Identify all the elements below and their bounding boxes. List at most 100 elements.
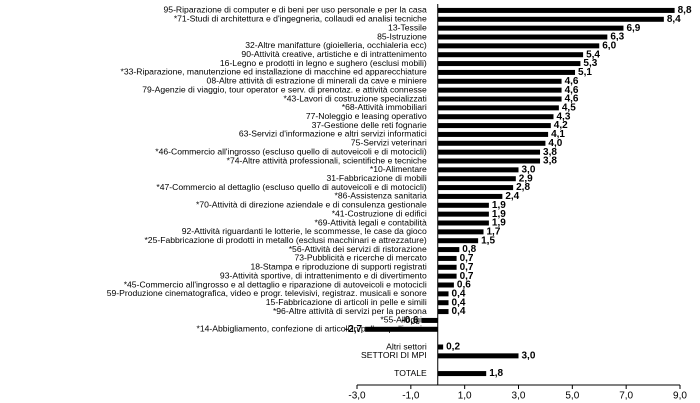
- bar: [437, 69, 576, 75]
- category-label: 90-Attività creative, artistiche e di in…: [241, 49, 427, 59]
- value-label: 5,4: [586, 49, 600, 60]
- value-label: 1,7: [487, 226, 501, 237]
- category-label: *46-Commercio all'ingrosso (escluso quel…: [155, 146, 427, 156]
- value-label: 4,5: [562, 102, 576, 113]
- x-tick-label: 7,0: [619, 391, 633, 402]
- value-label: 0,4: [452, 288, 466, 299]
- bar: [437, 114, 554, 120]
- category-label: *41-Costruzione di edifici: [332, 208, 427, 218]
- bar: [437, 158, 541, 164]
- category-label: *71-Studi di architettura e d'ingegneria…: [174, 14, 427, 24]
- category-label: SETTORI DI MPI: [361, 350, 427, 360]
- x-tick-label: -1,0: [402, 391, 420, 402]
- x-tick-label: 3,0: [512, 391, 526, 402]
- bar: [437, 96, 562, 102]
- value-label: 0,4: [452, 306, 466, 317]
- bar: [437, 300, 449, 306]
- bar: [437, 229, 484, 235]
- value-label: 0,4: [452, 297, 466, 308]
- category-label: 63-Servizi d'informazione e altri serviz…: [239, 129, 427, 139]
- value-label: 2,8: [516, 182, 530, 193]
- bar: [437, 131, 549, 137]
- bar: [437, 140, 546, 146]
- value-label: 2,4: [505, 191, 519, 202]
- category-label: 16-Legno e prodotti in legno e sughero (…: [220, 58, 427, 68]
- x-tick-label: -3,0: [348, 391, 366, 402]
- category-label: *55-Alloggio: [380, 315, 427, 325]
- category-label: *96-Altre attività di servizi per la per…: [273, 306, 427, 316]
- value-label: 4,0: [548, 138, 562, 149]
- value-label: 4,6: [565, 85, 579, 96]
- bar: [437, 16, 664, 22]
- bar: [437, 105, 559, 111]
- category-label: Altri settori: [386, 341, 427, 351]
- category-label: 73-Pubblicità e ricerche di mercato: [294, 253, 427, 263]
- bar: [437, 371, 487, 377]
- bar: [437, 25, 624, 31]
- value-label: 0,6: [457, 280, 471, 291]
- x-tick-label: 1,0: [458, 391, 472, 402]
- bar: [437, 185, 514, 191]
- value-label: 0,7: [460, 262, 474, 273]
- bar: [437, 176, 516, 182]
- bar: [437, 149, 541, 155]
- category-label: 85-Istruzione: [377, 31, 427, 41]
- category-label: *74-Altre attività professionali, scient…: [227, 155, 427, 165]
- value-label: 1,9: [492, 218, 506, 229]
- bar: [437, 202, 489, 208]
- category-label: 32-Altre manifatture (gioielleria, occhi…: [245, 40, 427, 50]
- category-label: 92-Attività riguardanti le lotterie, le …: [182, 226, 427, 236]
- category-label: 13-Tessile: [388, 22, 427, 32]
- value-label: 8,4: [667, 14, 681, 25]
- category-label: *69-Attività legali e contabilità: [314, 217, 426, 227]
- value-label: 1,8: [489, 368, 503, 379]
- category-label: 75-Servizi veterinari: [351, 138, 427, 148]
- value-label: 6,3: [610, 32, 624, 43]
- value-label: 3,0: [522, 164, 536, 175]
- category-label: *70-Attività di direzione aziendale e di…: [196, 200, 427, 210]
- value-label: -0,6: [401, 315, 419, 326]
- category-label: *45-Commercio all'ingrosso e al dettagli…: [124, 279, 427, 289]
- value-label: 1,9: [492, 200, 506, 211]
- bar: [437, 255, 457, 261]
- bar: [437, 52, 584, 58]
- value-label: 3,0: [522, 350, 536, 361]
- bar: [437, 344, 444, 350]
- value-label: 6,0: [602, 40, 616, 51]
- category-label: 93-Attività sportive, di intrattenimento…: [220, 270, 427, 280]
- value-label: 0,7: [460, 271, 474, 282]
- bar: [437, 61, 581, 67]
- value-label: 3,8: [543, 147, 557, 158]
- bar: [437, 43, 600, 49]
- category-label: 37-Gestione delle reti fognarie: [312, 120, 427, 130]
- value-label: 4,1: [551, 129, 565, 140]
- x-tick-label: 5,0: [565, 391, 579, 402]
- category-label: *56-Attività dei servizi di ristorazione: [289, 244, 427, 254]
- value-label: 4,3: [556, 111, 570, 122]
- category-label: *33-Riparazione, manutenzione ed install…: [121, 67, 427, 77]
- bar: [437, 309, 449, 315]
- category-label: 31-Fabbricazione di mobili: [326, 173, 426, 183]
- value-label: 5,1: [578, 67, 592, 78]
- category-label: *10-Alimentare: [370, 164, 427, 174]
- category-label: *86-Assistenza sanitaria: [335, 191, 427, 201]
- bar: [437, 193, 503, 199]
- value-label: -2,7: [345, 324, 363, 335]
- value-label: 5,3: [583, 58, 597, 69]
- bar: [437, 353, 519, 359]
- bar: [437, 247, 460, 253]
- bar: [437, 211, 489, 217]
- bar: [437, 167, 519, 173]
- bar: [437, 264, 457, 270]
- bar: [421, 317, 438, 323]
- bar: [437, 238, 479, 244]
- bar: [437, 7, 675, 13]
- category-label: 15-Fabbricazione di articoli in pelle e …: [266, 297, 427, 307]
- category-label: 79-Agenzie di viaggio, tour operator e s…: [142, 84, 427, 94]
- value-label: 0,2: [446, 342, 460, 353]
- category-label: 18-Stampa e riproduzione di supporti reg…: [250, 262, 426, 272]
- category-label: *14-Abbigliamento, confezione di articol…: [196, 324, 426, 334]
- category-label: 08-Altre attività di estrazione di miner…: [207, 76, 427, 86]
- bar: [437, 123, 551, 129]
